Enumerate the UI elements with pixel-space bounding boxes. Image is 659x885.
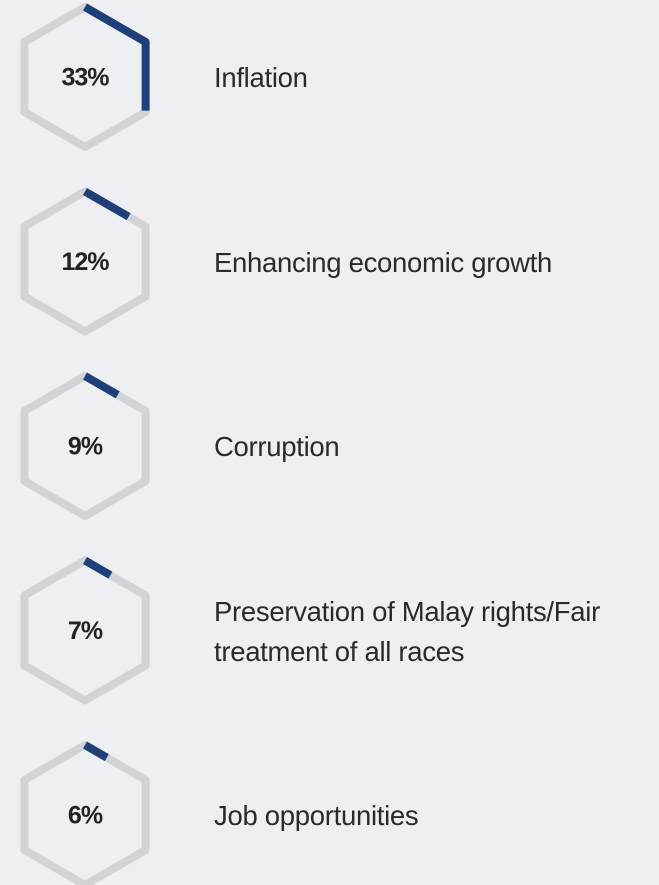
category-label: Corruption <box>214 431 340 462</box>
category-label: Enhancing economic growth <box>214 246 552 278</box>
category-label: Job opportunities <box>214 800 419 831</box>
category-label: Inflation <box>214 62 308 93</box>
progress-arc <box>20 3 150 151</box>
percent-label: 6% <box>68 802 103 830</box>
hexagon-track <box>20 556 150 705</box>
category-label: Preservation of Malay rights/Fair treatm… <box>214 595 600 667</box>
hexagon-track <box>20 187 150 336</box>
hexagon-track <box>20 372 150 520</box>
percent-label: 12% <box>61 248 109 276</box>
hexagon-track <box>20 741 150 885</box>
percent-label: 7% <box>68 617 103 645</box>
percent-label: 9% <box>68 433 103 461</box>
percent-label: 33% <box>61 64 109 92</box>
